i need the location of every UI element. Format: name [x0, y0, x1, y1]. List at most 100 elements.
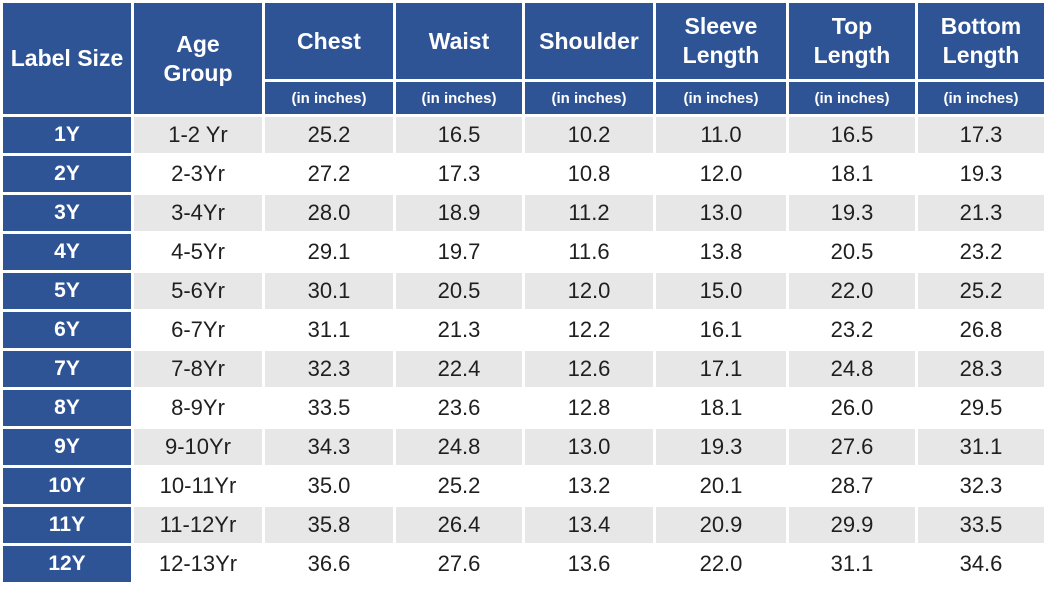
cell-measurement: 28.0 [265, 195, 393, 231]
cell-label-size: 10Y [3, 468, 131, 504]
column-subheader-bottom-length-units: (in inches) [918, 82, 1044, 114]
table-header: Label Size Age Group Chest Waist Shoulde… [3, 3, 1044, 114]
cell-measurement: 12.6 [525, 351, 653, 387]
column-header-label-size: Label Size [3, 3, 131, 114]
cell-measurement: 17.3 [396, 156, 522, 192]
cell-measurement: 24.8 [396, 429, 522, 465]
column-header-bottom-length: Bottom Length [918, 3, 1044, 79]
header-row-main: Label Size Age Group Chest Waist Shoulde… [3, 3, 1044, 114]
table-row: 9Y 9-10Yr 34.3 24.8 13.0 19.3 27.6 31.1 [3, 429, 1044, 465]
column-subheader-waist-units: (in inches) [396, 82, 522, 114]
cell-measurement: 11.6 [525, 234, 653, 270]
column-subheader-top-length-units: (in inches) [789, 82, 915, 114]
cell-measurement: 33.5 [265, 390, 393, 426]
table-row: 1Y 1-2 Yr 25.2 16.5 10.2 11.0 16.5 17.3 [3, 117, 1044, 153]
cell-measurement: 23.2 [789, 312, 915, 348]
cell-age-group: 9-10Yr [134, 429, 262, 465]
column-subheader-chest-units: (in inches) [265, 82, 393, 114]
cell-age-group: 1-2 Yr [134, 117, 262, 153]
table-row: 5Y 5-6Yr 30.1 20.5 12.0 15.0 22.0 25.2 [3, 273, 1044, 309]
cell-measurement: 20.5 [789, 234, 915, 270]
column-header-age-group: Age Group [134, 3, 262, 114]
header-row-units: (in inches) (in inches) (in inches) (in … [3, 82, 1044, 114]
table-row: 7Y 7-8Yr 32.3 22.4 12.6 17.1 24.8 28.3 [3, 351, 1044, 387]
cell-measurement: 30.1 [265, 273, 393, 309]
cell-measurement: 29.1 [265, 234, 393, 270]
column-header-chest: Chest [265, 3, 393, 79]
cell-measurement: 16.5 [396, 117, 522, 153]
cell-label-size: 6Y [3, 312, 131, 348]
cell-measurement: 20.1 [656, 468, 786, 504]
cell-label-size: 4Y [3, 234, 131, 270]
cell-label-size: 7Y [3, 351, 131, 387]
cell-measurement: 29.5 [918, 390, 1044, 426]
cell-measurement: 18.1 [656, 390, 786, 426]
cell-measurement: 35.8 [265, 507, 393, 543]
column-subheader-sleeve-length-units: (in inches) [656, 82, 786, 114]
cell-measurement: 31.1 [789, 546, 915, 582]
table-row: 3Y 3-4Yr 28.0 18.9 11.2 13.0 19.3 21.3 [3, 195, 1044, 231]
column-header-shoulder: Shoulder [525, 3, 653, 79]
table-row: 4Y 4-5Yr 29.1 19.7 11.6 13.8 20.5 23.2 [3, 234, 1044, 270]
cell-age-group: 3-4Yr [134, 195, 262, 231]
cell-measurement: 18.1 [789, 156, 915, 192]
cell-measurement: 12.0 [525, 273, 653, 309]
cell-measurement: 10.2 [525, 117, 653, 153]
table-row: 6Y 6-7Yr 31.1 21.3 12.2 16.1 23.2 26.8 [3, 312, 1044, 348]
cell-measurement: 25.2 [918, 273, 1044, 309]
table-row: 11Y 11-12Yr 35.8 26.4 13.4 20.9 29.9 33.5 [3, 507, 1044, 543]
cell-measurement: 31.1 [918, 429, 1044, 465]
cell-label-size: 2Y [3, 156, 131, 192]
cell-measurement: 11.2 [525, 195, 653, 231]
cell-age-group: 2-3Yr [134, 156, 262, 192]
cell-measurement: 12.2 [525, 312, 653, 348]
table-row: 8Y 8-9Yr 33.5 23.6 12.8 18.1 26.0 29.5 [3, 390, 1044, 426]
cell-measurement: 16.5 [789, 117, 915, 153]
cell-age-group: 4-5Yr [134, 234, 262, 270]
cell-measurement: 34.6 [918, 546, 1044, 582]
cell-measurement: 19.3 [789, 195, 915, 231]
cell-age-group: 8-9Yr [134, 390, 262, 426]
table-row: 10Y 10-11Yr 35.0 25.2 13.2 20.1 28.7 32.3 [3, 468, 1044, 504]
cell-measurement: 21.3 [918, 195, 1044, 231]
cell-measurement: 20.5 [396, 273, 522, 309]
cell-measurement: 24.8 [789, 351, 915, 387]
cell-measurement: 13.4 [525, 507, 653, 543]
table-body: 1Y 1-2 Yr 25.2 16.5 10.2 11.0 16.5 17.3 2Y 2-3Yr 2… [3, 117, 1044, 582]
column-header-waist: Waist [396, 3, 522, 79]
cell-label-size: 8Y [3, 390, 131, 426]
cell-label-size: 5Y [3, 273, 131, 309]
cell-measurement: 32.3 [265, 351, 393, 387]
column-subheader-shoulder-units: (in inches) [525, 82, 653, 114]
cell-measurement: 23.6 [396, 390, 522, 426]
cell-measurement: 23.2 [918, 234, 1044, 270]
table-row: 12Y 12-13Yr 36.6 27.6 13.6 22.0 31.1 34.6 [3, 546, 1044, 582]
cell-measurement: 18.9 [396, 195, 522, 231]
cell-measurement: 19.7 [396, 234, 522, 270]
cell-measurement: 27.2 [265, 156, 393, 192]
column-header-sleeve-length: Sleeve Length [656, 3, 786, 79]
cell-measurement: 13.0 [525, 429, 653, 465]
cell-measurement: 16.1 [656, 312, 786, 348]
cell-label-size: 11Y [3, 507, 131, 543]
cell-measurement: 12.8 [525, 390, 653, 426]
cell-measurement: 13.0 [656, 195, 786, 231]
cell-measurement: 15.0 [656, 273, 786, 309]
cell-measurement: 22.4 [396, 351, 522, 387]
cell-measurement: 36.6 [265, 546, 393, 582]
cell-label-size: 9Y [3, 429, 131, 465]
cell-measurement: 11.0 [656, 117, 786, 153]
column-header-top-length: Top Length [789, 3, 915, 79]
cell-measurement: 29.9 [789, 507, 915, 543]
cell-age-group: 12-13Yr [134, 546, 262, 582]
cell-age-group: 6-7Yr [134, 312, 262, 348]
cell-measurement: 25.2 [396, 468, 522, 504]
cell-age-group: 5-6Yr [134, 273, 262, 309]
cell-measurement: 32.3 [918, 468, 1044, 504]
cell-age-group: 11-12Yr [134, 507, 262, 543]
cell-measurement: 21.3 [396, 312, 522, 348]
cell-measurement: 13.8 [656, 234, 786, 270]
cell-age-group: 10-11Yr [134, 468, 262, 504]
cell-measurement: 33.5 [918, 507, 1044, 543]
